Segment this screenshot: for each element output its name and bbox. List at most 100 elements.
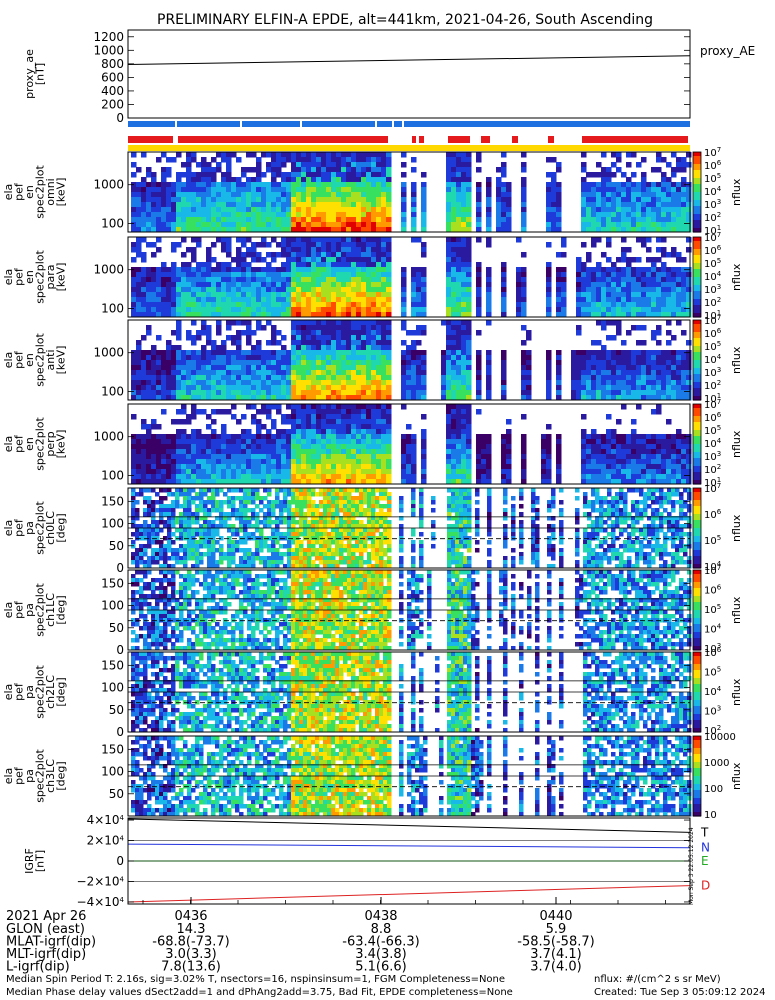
- colorbar-tick-label: 106: [704, 244, 722, 257]
- plot-area: [131, 320, 692, 401]
- y-tick-label: 100: [101, 216, 124, 230]
- colorbar-tick-label: 104: [704, 185, 722, 198]
- panel-frame: [127, 735, 691, 817]
- axis-label: pef: [12, 267, 25, 286]
- axis-label: [deg]: [54, 513, 67, 542]
- x-tick-label: 0436: [174, 909, 207, 924]
- colorbar-tick-label: 106: [704, 508, 722, 521]
- axis-label: spec2plot: [33, 333, 46, 387]
- axis-label: anti: [44, 349, 57, 370]
- axis-label: spec2plot: [33, 165, 46, 219]
- axis-label: [deg]: [54, 677, 67, 706]
- axis-label: pa: [23, 603, 36, 617]
- y-tick-label: 1000: [93, 430, 124, 444]
- panel-frame: [127, 236, 691, 318]
- axis-label: [deg]: [54, 595, 67, 624]
- axis-label: ela: [2, 768, 15, 785]
- colorbar-label: nflux: [730, 678, 743, 706]
- axis-label: ch3LC: [44, 759, 57, 793]
- series-line-T: [127, 818, 691, 833]
- colorbar-label: nflux: [730, 596, 743, 624]
- axis-label: para: [44, 265, 57, 290]
- series-label: T: [700, 825, 709, 839]
- panel-frame: [127, 651, 691, 733]
- axis-label: spec2plot: [33, 749, 46, 803]
- colorbar-label: nflux: [730, 430, 743, 458]
- x-row-value: 14.3: [177, 922, 206, 937]
- series-label: proxy_AE: [700, 44, 755, 58]
- y-tick-label: 100: [101, 301, 124, 315]
- colorbar-tick-label: 106: [704, 327, 722, 340]
- x-row-label: GLON (east): [6, 922, 85, 937]
- plot-area: [127, 818, 691, 903]
- series-line-D: [127, 885, 691, 903]
- blue-status-bar: [128, 121, 690, 127]
- axis-label: ela: [2, 436, 15, 453]
- colorbar-tick-label: 1000: [704, 758, 729, 769]
- colorbar-label: nflux: [730, 263, 743, 291]
- colorbar-tick-label: 105: [704, 424, 721, 437]
- axis-label: [deg]: [54, 761, 67, 790]
- y-tick-label: 200: [101, 97, 124, 111]
- y-tick-label: 150: [101, 742, 124, 756]
- x-date-label: 2021 Apr 26: [6, 909, 86, 924]
- y-tick-label: −2×104: [77, 874, 125, 888]
- x-row-value: 5.1(6.6): [355, 960, 407, 975]
- colorbar-tick-label: 101: [704, 392, 721, 405]
- axis-label: pa: [23, 521, 36, 535]
- axis-label: pef: [12, 182, 25, 201]
- colorbar-tick-label: 104: [704, 353, 722, 366]
- y-tick-label: 1200: [93, 30, 124, 44]
- series-label: D: [701, 879, 710, 893]
- x-row-value: 3.7(4.0): [530, 960, 582, 975]
- axis-label: omni: [44, 178, 57, 205]
- colorbar-tick-label: 103: [704, 705, 721, 718]
- axis-label: proxy_ae: [23, 49, 36, 99]
- axis-label: ela: [2, 269, 15, 286]
- colorbar-tick-label: 105: [704, 666, 721, 679]
- side-timestamp: Mon Sep 3 22:05:12 2024: [688, 827, 695, 905]
- colorbar-tick-label: 105: [704, 172, 721, 185]
- axis-label: ela: [2, 352, 15, 369]
- colorbar-tick-label: 10000: [704, 732, 736, 743]
- y-tick-label: 1000: [93, 263, 124, 277]
- plot-area: [131, 152, 692, 233]
- colorbar-tick-label: 104: [704, 623, 722, 636]
- colorbar-tick-label: 107: [704, 564, 721, 577]
- y-tick-label: −4×104: [77, 895, 125, 909]
- colorbar-tick-label: 103: [704, 283, 721, 296]
- colorbar-label: nflux: [730, 762, 743, 790]
- x-row-label: L-igrf(dip): [6, 960, 70, 975]
- axis-label: en: [23, 437, 36, 451]
- axis-label: pef: [12, 600, 25, 619]
- panel-spec-1: elapefenspec2plotomni[keV]10710610510410…: [2, 146, 743, 237]
- colorbar-tick-label: 103: [704, 366, 721, 379]
- axis-label: ela: [2, 184, 15, 201]
- panel-spec-3: elapefenspec2plotanti[keV]10710610510410…: [2, 314, 743, 405]
- colorbar-tick-label: 101: [704, 476, 721, 489]
- axis-label: [keV]: [54, 346, 67, 375]
- colorbar-tick-label: 103: [704, 198, 721, 211]
- y-tick-label: 600: [101, 70, 124, 84]
- y-tick-label: 150: [101, 658, 124, 672]
- colorbar-tick-label: 102: [704, 379, 721, 392]
- x-row-label: MLAT-igrf(dip): [6, 935, 96, 950]
- colorbar-tick-label: 105: [704, 257, 721, 270]
- footer-phase-info: Median Phase delay values dSect2add=1 an…: [6, 987, 513, 998]
- axis-label: [keV]: [54, 430, 67, 459]
- plot-area: [131, 404, 692, 485]
- y-tick-label: 100: [101, 468, 124, 482]
- colorbar-tick-label: 106: [704, 411, 722, 424]
- colorbar-tick-label: 103: [704, 642, 721, 655]
- colorbar-tick-label: 100: [704, 784, 723, 795]
- colorbar-tick-label: 106: [704, 584, 722, 597]
- plot-area: [127, 55, 691, 66]
- axis-label: [nT]: [33, 850, 46, 872]
- series-line-proxy_AE: [127, 55, 691, 66]
- footer-units: nflux: #/(cm^2 s sr MeV): [594, 974, 721, 985]
- y-tick-label: 0: [116, 854, 124, 868]
- axis-label: ela: [2, 684, 15, 701]
